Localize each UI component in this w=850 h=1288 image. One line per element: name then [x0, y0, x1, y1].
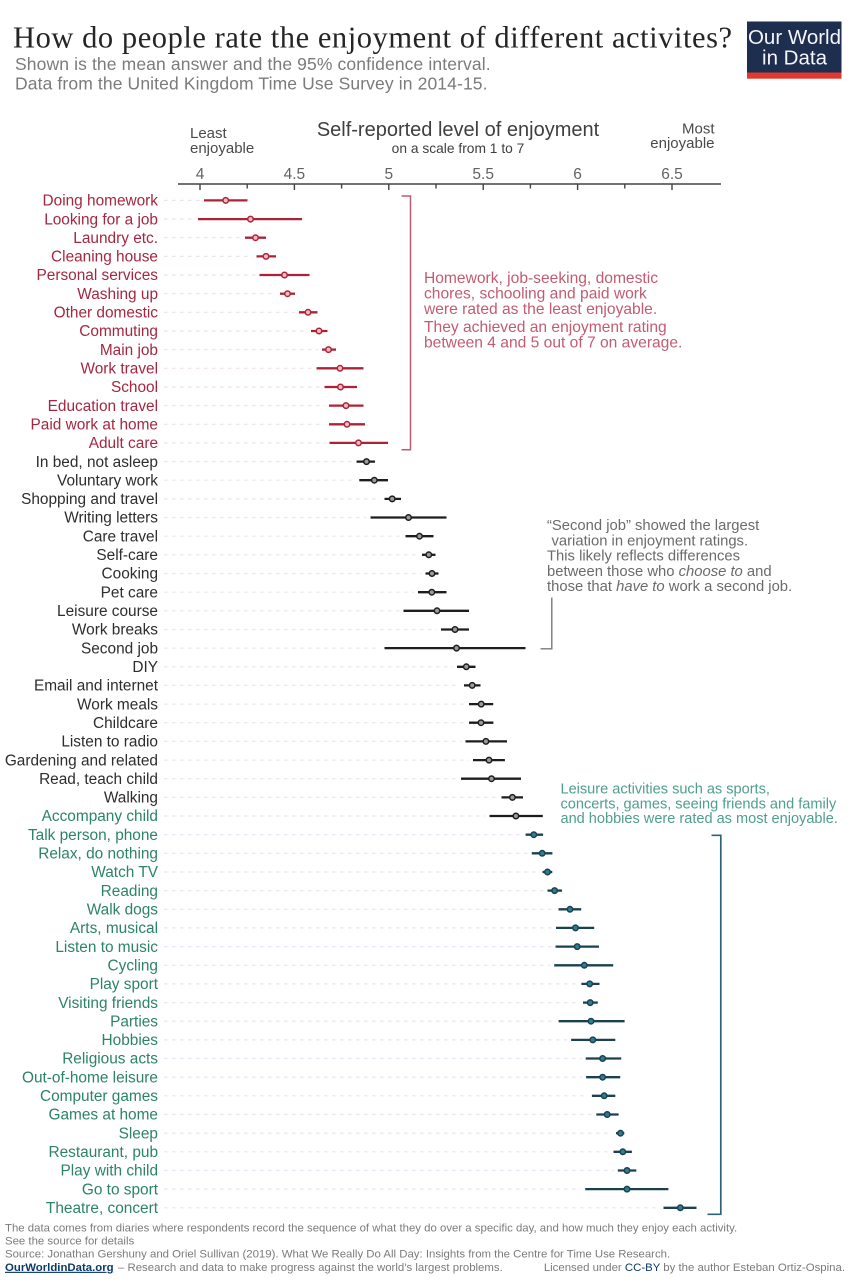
svg-text:and hobbies were rated as most: and hobbies were rated as most enjoyable…	[561, 811, 838, 827]
svg-text:6.5: 6.5	[661, 166, 683, 183]
svg-text:4: 4	[196, 166, 205, 183]
svg-text:Read, teach child: Read, teach child	[39, 771, 158, 788]
svg-text:Data from the United Kingdom T: Data from the United Kingdom Time Use Su…	[15, 74, 488, 94]
svg-text:Out-of-home leisure: Out-of-home leisure	[22, 1069, 158, 1086]
svg-text:OurWorldinData.org: OurWorldinData.org	[5, 1262, 114, 1274]
svg-text:Personal services: Personal services	[37, 267, 159, 284]
svg-text:Education travel: Education travel	[48, 398, 158, 415]
svg-text:See the source for details: See the source for details	[5, 1236, 134, 1248]
svg-text:Homework, job-seeking, domesti: Homework, job-seeking, domestic	[424, 270, 658, 287]
svg-text:Cleaning house: Cleaning house	[51, 249, 158, 266]
svg-text:Voluntary work: Voluntary work	[57, 472, 158, 489]
svg-text:Relax, do nothing: Relax, do nothing	[38, 846, 158, 863]
svg-text:Restaurant, pub: Restaurant, pub	[48, 1144, 158, 1161]
svg-text:Most: Most	[682, 121, 715, 138]
svg-text:Licensed under CC-BY by the au: Licensed under CC-BY by the author Esteb…	[544, 1262, 845, 1274]
svg-text:Reading: Reading	[101, 883, 158, 900]
svg-text:Writing letters: Writing letters	[64, 510, 158, 527]
svg-text:– Research and data to make pr: – Research and data to make progress aga…	[118, 1262, 503, 1274]
svg-text:Parties: Parties	[110, 1013, 158, 1030]
svg-text:Games at home: Games at home	[49, 1107, 159, 1124]
svg-text:Adult care: Adult care	[89, 435, 158, 452]
svg-text:Looking for a job: Looking for a job	[44, 211, 158, 228]
svg-text:Source: Jonathan Gershuny and: Source: Jonathan Gershuny and Oriel Sull…	[5, 1249, 670, 1261]
svg-text:Our World: Our World	[748, 26, 841, 49]
svg-text:enjoyable: enjoyable	[650, 135, 714, 152]
svg-text:Washing up: Washing up	[77, 286, 158, 303]
svg-text:variation in enjoyment ratings: variation in enjoyment ratings.	[552, 533, 749, 549]
svg-text:Walk dogs: Walk dogs	[87, 902, 159, 919]
svg-text:Sleep: Sleep	[119, 1125, 158, 1142]
svg-text:enjoyable: enjoyable	[190, 140, 254, 157]
svg-text:6: 6	[573, 166, 582, 183]
svg-text:Walking: Walking	[104, 790, 158, 807]
svg-text:Leisure activities such as spo: Leisure activities such as sports,	[561, 782, 770, 798]
svg-text:Work travel: Work travel	[80, 361, 158, 378]
svg-text:chores, schooling and paid wor: chores, schooling and paid work	[424, 285, 647, 302]
svg-text:Listen to radio: Listen to radio	[61, 734, 158, 751]
svg-text:Theatre, concert: Theatre, concert	[46, 1200, 159, 1217]
svg-text:Talk person, phone: Talk person, phone	[28, 827, 158, 844]
svg-text:5: 5	[384, 166, 393, 183]
svg-text:This likely reflects differenc: This likely reflects differences	[547, 549, 740, 565]
svg-text:Accompany child: Accompany child	[42, 808, 158, 825]
svg-text:Childcare: Childcare	[93, 715, 158, 732]
svg-text:Shown is the mean answer and t: Shown is the mean answer and the 95% con…	[15, 54, 491, 74]
svg-text:Leisure course: Leisure course	[57, 603, 158, 620]
svg-text:concerts, games, seeing friend: concerts, games, seeing friends and fami…	[561, 796, 837, 812]
svg-text:Gardening and related: Gardening and related	[5, 752, 158, 769]
svg-text:Play with child: Play with child	[60, 1163, 158, 1180]
svg-text:Work breaks: Work breaks	[72, 622, 158, 639]
svg-text:Religious acts: Religious acts	[62, 1051, 158, 1068]
svg-text:They achieved an enjoyment rat: They achieved an enjoyment rating	[424, 319, 667, 336]
svg-text:Commuting: Commuting	[79, 323, 158, 340]
svg-text:between those who choose to an: between those who choose to and	[547, 564, 772, 580]
svg-text:Work meals: Work meals	[77, 696, 158, 713]
svg-text:In bed, not asleep: In bed, not asleep	[36, 454, 158, 471]
svg-text:Go to sport: Go to sport	[82, 1181, 159, 1198]
svg-text:Play sport: Play sport	[90, 976, 159, 993]
svg-text:Email and internet: Email and internet	[34, 678, 159, 695]
svg-text:School: School	[111, 379, 158, 396]
svg-text:on a scale from 1 to 7: on a scale from 1 to 7	[392, 141, 525, 156]
svg-text:were rated as the least enjoya: were rated as the least enjoyable.	[423, 301, 657, 318]
svg-text:Pet care: Pet care	[101, 584, 158, 601]
svg-text:Paid work at home: Paid work at home	[31, 417, 158, 434]
svg-text:those that have to work a seco: those that have to work a second job.	[547, 579, 792, 595]
svg-text:4.5: 4.5	[284, 166, 306, 183]
svg-text:Cooking: Cooking	[102, 566, 158, 583]
svg-text:5.5: 5.5	[472, 166, 494, 183]
svg-text:Self-care: Self-care	[96, 547, 158, 564]
svg-text:in Data: in Data	[762, 47, 828, 70]
svg-text:Arts, musical: Arts, musical	[70, 920, 158, 937]
svg-text:Cycling: Cycling	[108, 958, 158, 975]
svg-text:Least: Least	[190, 125, 228, 142]
svg-text:between 4 and 5 out of 7 on av: between 4 and 5 out of 7 on average.	[424, 334, 682, 351]
svg-text:DIY: DIY	[132, 659, 158, 676]
svg-text:Second job: Second job	[81, 640, 158, 657]
svg-text:Shopping and travel: Shopping and travel	[21, 491, 158, 508]
svg-text:Computer games: Computer games	[40, 1088, 158, 1105]
svg-text:The data comes from diaries wh: The data comes from diaries where respon…	[5, 1223, 737, 1235]
svg-text:Listen to music: Listen to music	[55, 939, 158, 956]
svg-text:Care travel: Care travel	[83, 528, 158, 545]
svg-text:Main job: Main job	[100, 342, 158, 359]
svg-text:Watch TV: Watch TV	[91, 864, 158, 881]
svg-text:Hobbies: Hobbies	[102, 1032, 159, 1049]
svg-text:“Second job” showed the larges: “Second job” showed the largest	[547, 518, 759, 534]
svg-text:Laundry etc.: Laundry etc.	[73, 230, 158, 247]
svg-text:Other domestic: Other domestic	[54, 305, 159, 322]
svg-text:Visiting friends: Visiting friends	[58, 995, 158, 1012]
svg-text:Self-reported level of enjoyme: Self-reported level of enjoyment	[317, 119, 600, 141]
svg-text:How do people rate the enjoyme: How do people rate the enjoyment of diff…	[13, 21, 733, 55]
svg-text:Doing homework: Doing homework	[43, 193, 159, 210]
